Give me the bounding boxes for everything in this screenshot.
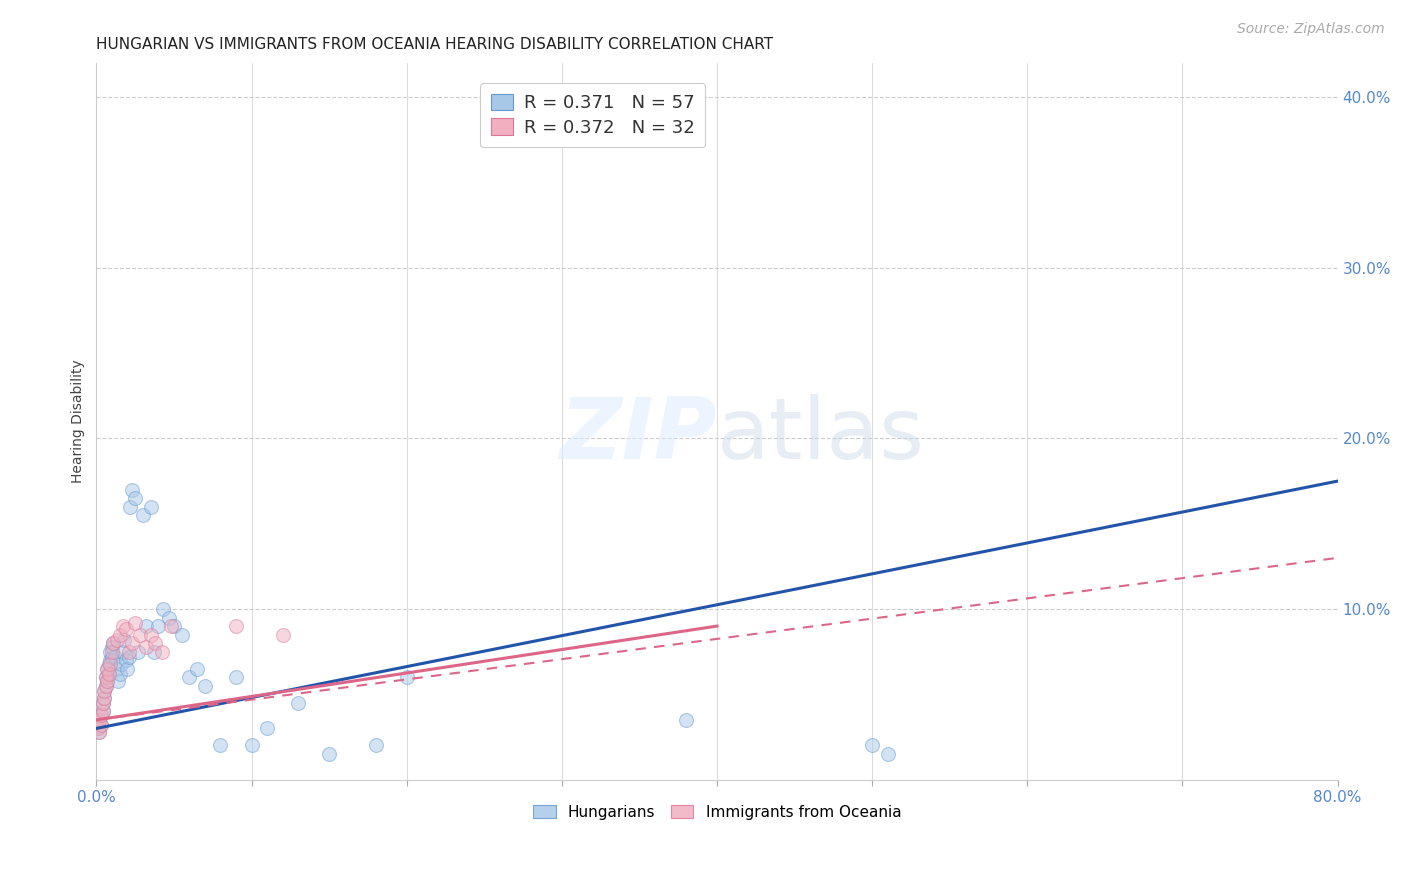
Point — [103, 636, 125, 650]
Point — [90, 718, 112, 732]
Legend: Hungarians, Immigrants from Oceania: Hungarians, Immigrants from Oceania — [526, 798, 907, 826]
Point — [94, 679, 117, 693]
Point — [118, 645, 141, 659]
Point — [143, 636, 166, 650]
Point — [225, 619, 247, 633]
Point — [90, 718, 112, 732]
Point — [135, 619, 157, 633]
Point — [194, 679, 217, 693]
Point — [240, 739, 263, 753]
Point — [287, 696, 309, 710]
Point — [142, 645, 165, 659]
Point — [121, 483, 143, 497]
Point — [101, 645, 124, 659]
Point — [225, 670, 247, 684]
Point — [94, 670, 117, 684]
Point — [112, 632, 135, 647]
Y-axis label: Hearing Disability: Hearing Disability — [72, 359, 86, 483]
Point — [395, 670, 418, 684]
Point — [675, 713, 697, 727]
Point — [876, 747, 898, 761]
Point — [98, 645, 121, 659]
Point — [120, 500, 142, 514]
Point — [104, 649, 127, 664]
Point — [118, 649, 141, 664]
Point — [860, 739, 883, 753]
Point — [135, 640, 157, 654]
Point — [111, 645, 134, 659]
Point — [90, 707, 112, 722]
Point — [148, 619, 170, 633]
Point — [364, 739, 387, 753]
Point — [93, 684, 115, 698]
Point — [121, 636, 143, 650]
Point — [98, 653, 121, 667]
Point — [93, 684, 115, 698]
Point — [108, 627, 131, 641]
Text: atlas: atlas — [717, 394, 925, 477]
Point — [91, 696, 114, 710]
Point — [98, 657, 121, 671]
Point — [157, 610, 180, 624]
Point — [107, 673, 129, 688]
Point — [127, 645, 149, 659]
Point — [179, 670, 201, 684]
Point — [89, 713, 111, 727]
Point — [87, 722, 110, 736]
Point — [96, 673, 118, 688]
Text: HUNGARIAN VS IMMIGRANTS FROM OCEANIA HEARING DISABILITY CORRELATION CHART: HUNGARIAN VS IMMIGRANTS FROM OCEANIA HEA… — [97, 37, 773, 53]
Point — [139, 500, 162, 514]
Point — [90, 707, 112, 722]
Point — [91, 705, 114, 719]
Point — [93, 690, 115, 705]
Point — [105, 662, 128, 676]
Point — [110, 657, 132, 671]
Point — [101, 649, 124, 664]
Point — [271, 627, 294, 641]
Point — [152, 602, 174, 616]
Point — [186, 662, 208, 676]
Point — [111, 619, 134, 633]
Point — [132, 508, 155, 523]
Point — [256, 722, 278, 736]
Point — [139, 627, 162, 641]
Point — [89, 713, 111, 727]
Point — [318, 747, 340, 761]
Point — [89, 724, 111, 739]
Point — [150, 645, 173, 659]
Point — [89, 724, 111, 739]
Point — [128, 627, 150, 641]
Point — [159, 619, 181, 633]
Point — [96, 662, 118, 676]
Point — [94, 670, 117, 684]
Point — [97, 666, 120, 681]
Point — [93, 690, 115, 705]
Point — [114, 653, 136, 667]
Point — [101, 640, 124, 654]
Point — [96, 662, 118, 676]
Point — [163, 619, 186, 633]
Point — [209, 739, 232, 753]
Text: ZIP: ZIP — [560, 394, 717, 477]
Point — [170, 627, 193, 641]
Point — [91, 696, 114, 710]
Point — [87, 722, 110, 736]
Text: Source: ZipAtlas.com: Source: ZipAtlas.com — [1237, 22, 1385, 37]
Point — [91, 705, 114, 719]
Point — [124, 615, 146, 630]
Point — [97, 666, 120, 681]
Point — [124, 491, 146, 505]
Point — [96, 673, 118, 688]
Point — [97, 657, 120, 671]
Point — [108, 666, 131, 681]
Point — [105, 632, 128, 647]
Point — [103, 636, 125, 650]
Point — [114, 623, 136, 637]
Point — [94, 679, 117, 693]
Point — [117, 662, 139, 676]
